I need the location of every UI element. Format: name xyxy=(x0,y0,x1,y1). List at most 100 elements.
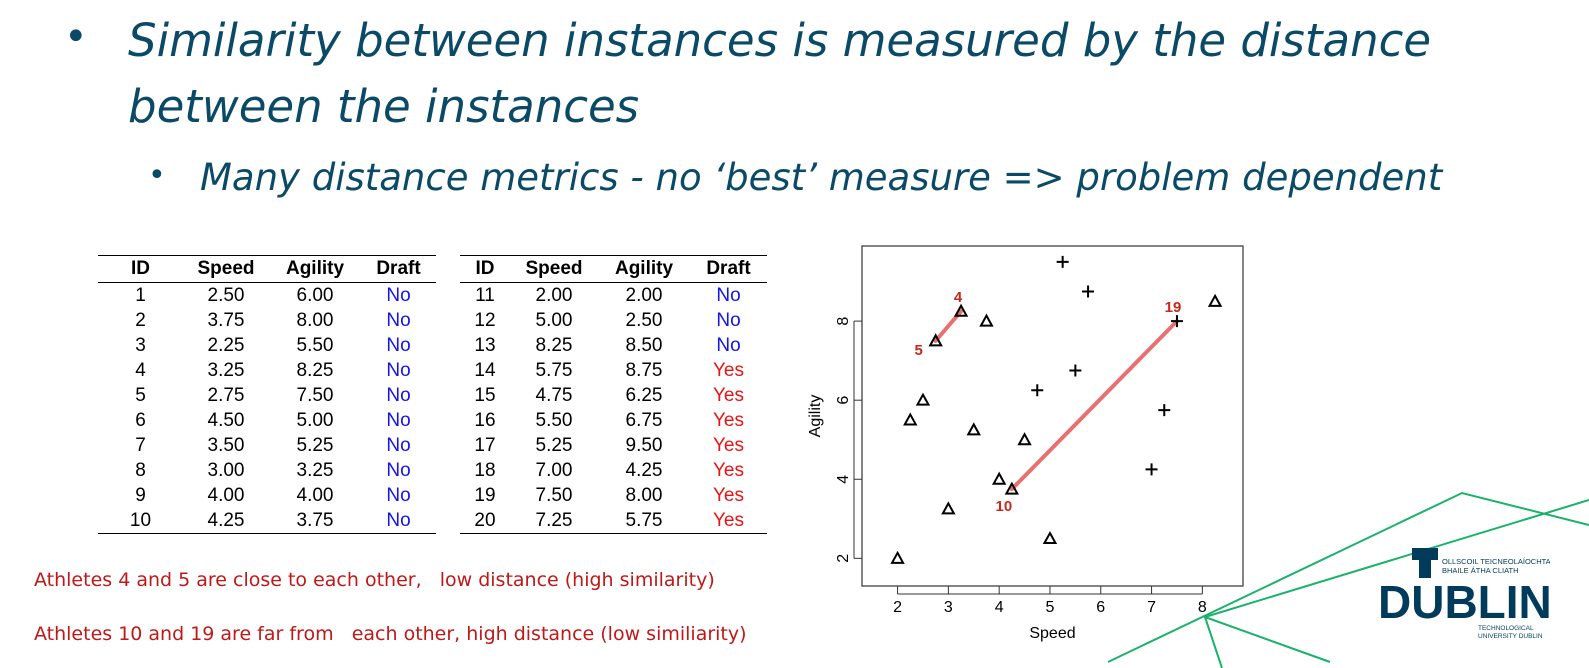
logo-line3: TECHNOLOGICAL xyxy=(1478,625,1534,632)
cell-agility: 7.50 xyxy=(296,384,334,406)
cell-id: 19 xyxy=(474,484,496,506)
cell-id: 20 xyxy=(474,509,496,531)
cell-id: 1 xyxy=(135,284,146,306)
cell-draft: Yes xyxy=(713,434,744,456)
cell-agility: 2.00 xyxy=(625,284,663,306)
cell-draft: No xyxy=(386,309,411,331)
cell-speed: 5.00 xyxy=(535,309,573,331)
table-row: 20 7.25 5.75 Yes xyxy=(460,508,767,534)
table-row: 8 3.00 3.25 No xyxy=(98,458,436,483)
cell-agility: 9.50 xyxy=(625,434,663,456)
cell-speed: 7.00 xyxy=(535,459,573,481)
cell-id: 2 xyxy=(135,309,146,331)
table-row: 12 5.00 2.50 No xyxy=(460,308,767,333)
plus-point xyxy=(1170,315,1183,328)
cell-draft: No xyxy=(716,334,741,356)
y-tick-label: 4 xyxy=(835,475,852,484)
table-row: 9 4.00 4.00 No xyxy=(98,483,436,508)
table-row: 2 3.75 8.00 No xyxy=(98,308,436,333)
cell-agility: 8.50 xyxy=(625,334,663,356)
x-tick-label: 6 xyxy=(1096,599,1105,616)
triangle-point xyxy=(1017,432,1032,446)
cell-agility: 5.00 xyxy=(296,409,334,431)
cell-agility: 6.00 xyxy=(296,284,334,306)
cell-id: 5 xyxy=(135,384,146,406)
cell-draft: No xyxy=(386,334,411,356)
cell-speed: 3.00 xyxy=(207,459,245,481)
athletes-table-left: ID Speed Agility Draft 1 2.50 6.00 No 2 3.75 8… xyxy=(98,255,436,534)
plus-point xyxy=(1158,404,1171,417)
cell-speed: 2.25 xyxy=(207,334,245,356)
cell-speed: 4.25 xyxy=(207,509,245,531)
table-row: 14 5.75 8.75 Yes xyxy=(460,358,767,383)
table-row: 11 2.00 2.00 No xyxy=(460,283,767,309)
cell-speed: 5.25 xyxy=(535,434,573,456)
tu-dublin-logo: DUBLIN OLLSCOIL TEICNEOLAÍOCHTA BHAILE Á… xyxy=(1378,548,1552,648)
table-row: 5 2.75 7.50 No xyxy=(98,383,436,408)
header-id: ID xyxy=(475,258,495,279)
cell-draft: No xyxy=(386,384,411,406)
cell-agility: 8.25 xyxy=(296,359,334,381)
triangle-point xyxy=(966,422,981,436)
table-row: 1 2.50 6.00 No xyxy=(98,283,436,309)
header-speed: Speed xyxy=(525,258,583,279)
cell-speed: 5.75 xyxy=(535,359,573,381)
distance-line xyxy=(1009,319,1179,492)
header-draft: Draft xyxy=(706,258,751,279)
cell-id: 7 xyxy=(135,434,146,456)
cell-id: 11 xyxy=(475,284,495,306)
plus-point xyxy=(1056,255,1069,268)
cell-draft: No xyxy=(386,359,411,381)
cell-speed: 4.75 xyxy=(535,384,573,406)
cell-draft: Yes xyxy=(713,459,744,481)
table-row: 15 4.75 6.25 Yes xyxy=(460,383,767,408)
cell-id: 8 xyxy=(135,459,146,481)
logo-graphic: DUBLIN OLLSCOIL TEICNEOLAÍOCHTA BHAILE Á… xyxy=(1378,548,1552,640)
triangle-point xyxy=(890,550,905,564)
plus-point xyxy=(1145,463,1158,476)
cell-speed: 8.25 xyxy=(535,334,573,356)
cell-speed: 3.50 xyxy=(207,434,245,456)
cell-id: 6 xyxy=(135,409,146,431)
cell-speed: 4.50 xyxy=(207,409,245,431)
cell-draft: No xyxy=(386,459,411,481)
cell-speed: 4.00 xyxy=(207,484,245,506)
cell-draft: Yes xyxy=(713,359,744,381)
logo-line4: UNIVERSITY DUBLIN xyxy=(1478,633,1543,640)
triangle-point xyxy=(928,333,943,347)
x-tick-label: 5 xyxy=(1046,599,1055,616)
cell-speed: 2.50 xyxy=(207,284,245,306)
cell-agility: 5.50 xyxy=(296,334,334,356)
x-axis-label: Speed xyxy=(1029,625,1075,642)
y-tick-label: 6 xyxy=(835,396,852,405)
cell-speed: 3.75 xyxy=(207,309,245,331)
main-bullet-text: Similarity between instances is measured… xyxy=(128,14,1432,133)
cell-draft: No xyxy=(386,284,411,306)
y-tick-label: 2 xyxy=(835,554,852,563)
x-tick-label: 7 xyxy=(1147,599,1156,616)
plus-point xyxy=(1031,384,1044,397)
cell-id: 4 xyxy=(135,359,146,381)
triangle-point xyxy=(941,501,956,515)
scatter-plot: 2 3 4 5 6 7 8 2 4 6 8 Speed Agility 4 5 10 19 xyxy=(807,245,1244,642)
point-annotation: 19 xyxy=(1165,299,1182,316)
point-annotation: 5 xyxy=(914,342,922,359)
cell-id: 12 xyxy=(474,309,496,331)
cell-id: 10 xyxy=(129,509,152,531)
cell-draft: No xyxy=(386,434,411,456)
cell-draft: No xyxy=(716,309,741,331)
x-tick-label: 2 xyxy=(893,599,902,616)
x-tick-label: 4 xyxy=(995,599,1004,616)
table-row: 17 5.25 9.50 Yes xyxy=(460,433,767,458)
triangle-point xyxy=(903,412,918,426)
sub-bullet-marker: • xyxy=(148,158,166,193)
cell-speed: 7.50 xyxy=(535,484,573,506)
header-agility: Agility xyxy=(285,258,345,279)
note-far-athletes: Athletes 10 and 19 are far from each oth… xyxy=(34,623,747,645)
x-tick-label: 8 xyxy=(1198,599,1207,616)
cell-agility: 2.50 xyxy=(625,309,663,331)
cell-speed: 2.00 xyxy=(535,284,573,306)
table-row: 18 7.00 4.25 Yes xyxy=(460,458,767,483)
table-header-row: ID Speed Agility Draft xyxy=(98,255,436,283)
cell-speed: 5.50 xyxy=(535,409,573,431)
